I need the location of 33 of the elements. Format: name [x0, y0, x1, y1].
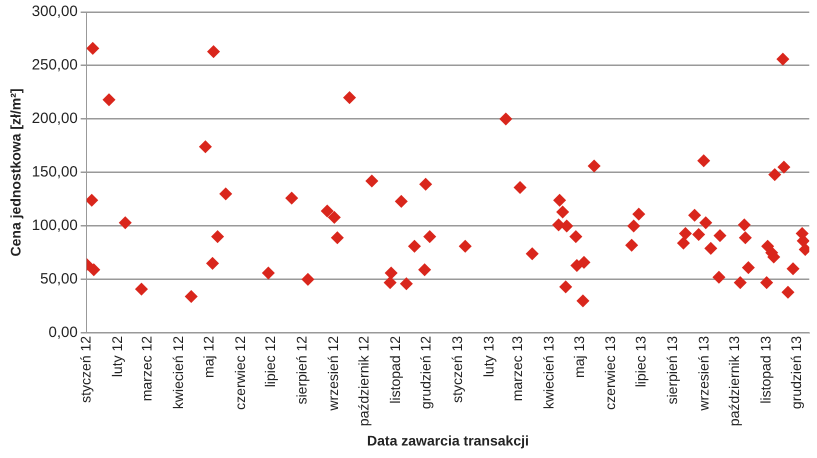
x-tick-label: październik 13: [726, 336, 742, 426]
x-tick-label: czerwiec 12: [232, 336, 248, 410]
x-tick-label: luty 13: [480, 336, 496, 378]
x-tick-label: marzec 12: [138, 336, 154, 402]
x-axis-title: Data zawarcia transakcji: [367, 432, 529, 448]
y-tick-label: 150,00: [32, 164, 78, 181]
x-tick-label: wrzesień 12: [325, 336, 342, 412]
x-tick-label: czerwiec 13: [602, 336, 618, 410]
x-tick-label: maj 13: [570, 336, 587, 378]
x-tick-label: grudzień 13: [788, 336, 804, 410]
x-tick-label: maj 12: [200, 336, 216, 378]
x-tick-label: lipiec 13: [632, 336, 649, 388]
x-tick-label: wrzesień 13: [696, 336, 712, 412]
x-tick-label: listopad 13: [758, 336, 774, 404]
x-tick-label: styczeń 12: [78, 336, 94, 403]
x-tick-label: lipiec 12: [262, 336, 278, 388]
x-tick-label: sierpień 12: [294, 336, 310, 404]
x-tick-label: marzec 13: [508, 336, 525, 402]
x-tick-label: kwiecień 13: [540, 336, 556, 410]
x-tick-label: kwiecień 12: [170, 336, 186, 410]
y-tick-label: 300,00: [32, 3, 78, 20]
y-tick-label: 0,00: [48, 324, 78, 342]
y-tick-label: 100,00: [32, 217, 78, 234]
y-axis-title: Cena jednostkowa [zł/m²]: [7, 88, 24, 256]
x-tick-label: styczeń 13: [448, 336, 465, 403]
y-tick-label: 200,00: [32, 110, 78, 128]
y-tick-label: 250,00: [32, 56, 78, 74]
y-tick-label: 50,00: [40, 270, 78, 288]
x-tick-label: październik 12: [356, 336, 372, 426]
x-tick-label: luty 12: [109, 336, 125, 378]
x-tick-label: listopad 12: [387, 336, 404, 404]
x-tick-label: grudzień 12: [418, 336, 434, 410]
x-tick-label: sierpień 13: [664, 336, 680, 404]
